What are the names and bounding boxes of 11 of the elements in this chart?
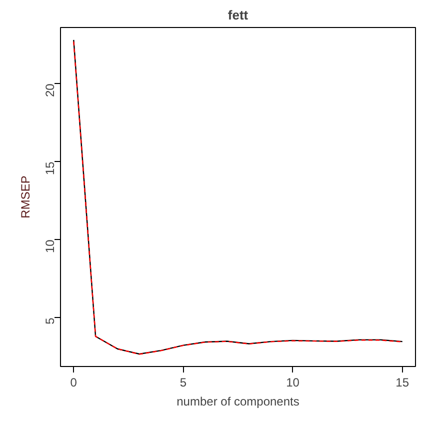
y-axis-title: RMSEP (18, 176, 32, 218)
x-axis-title: number of components (176, 394, 300, 408)
x-tick-label: 15 (396, 376, 410, 390)
x-tick-label: 10 (286, 376, 300, 390)
x-tick-label: 5 (180, 376, 187, 390)
chart-title: fett (228, 8, 249, 22)
y-tick-label: 15 (43, 161, 57, 176)
y-tick-label: 20 (43, 83, 57, 98)
x-tick-label: 0 (70, 376, 78, 390)
y-tick-label: 10 (43, 239, 57, 254)
y-tick-label: 5 (43, 317, 57, 324)
